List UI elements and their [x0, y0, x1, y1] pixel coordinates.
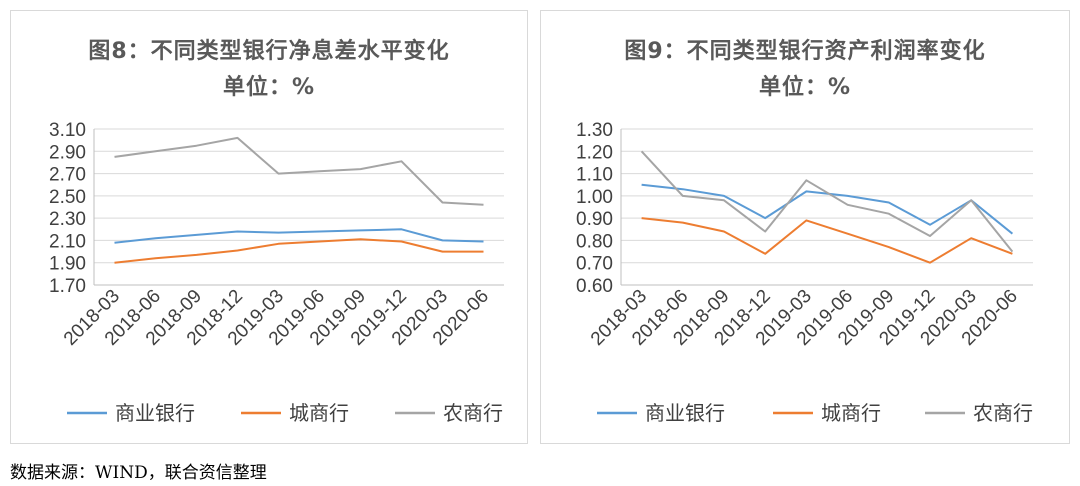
- y-tick-label: 0.70: [576, 254, 613, 275]
- chart-return-on-assets: 1.301.201.101.000.900.800.700.602018-032…: [576, 120, 1033, 425]
- series-line-2: [114, 136, 484, 206]
- legend-label: 农商行: [443, 401, 503, 425]
- chart-subtitle: 单位：%: [222, 75, 316, 100]
- y-tick-label: 2.70: [49, 165, 86, 186]
- series-line-1: [641, 217, 1013, 264]
- legend-label: 城商行: [821, 401, 881, 425]
- series-line-2: [640, 150, 1014, 253]
- chart-panel-net-interest-margin: 图8：不同类型银行净息差水平变化 单位：% 3.10 2.90 2.70 2.50 2.…: [10, 10, 528, 444]
- series-line-1: [114, 238, 484, 264]
- y-tick-label: 2.90: [49, 142, 86, 163]
- y-tick-label: 1.20: [576, 142, 613, 163]
- legend-label: 农商行: [973, 401, 1033, 425]
- y-tick-label: 0.80: [576, 231, 613, 252]
- y-tick-label: 1.10: [576, 165, 613, 186]
- y-tick-label: 1.30: [576, 120, 613, 141]
- chart-subtitle: 单位：%: [758, 75, 852, 100]
- chart-title: 图8：不同类型银行净息差水平变化: [88, 39, 450, 64]
- y-tick-label: 2.30: [49, 209, 86, 230]
- y-tick-label: 2.50: [49, 187, 86, 208]
- y-tick-label: 1.90: [49, 254, 86, 275]
- legend-label: 商业银行: [645, 401, 725, 425]
- chart-net-interest-margin: 3.102.902.702.502.302.101.901.702018-032…: [49, 120, 504, 425]
- chart-panel-roa: 图9：不同类型银行资产利润率变化 单位：% 1.30 1.20 1.10 1.00 0.…: [540, 10, 1070, 444]
- legend-label: 城商行: [289, 401, 349, 425]
- legend-label: 商业银行: [115, 401, 195, 425]
- y-tick-label: 0.90: [576, 209, 613, 230]
- series-line-0: [114, 228, 484, 244]
- y-tick-label: 2.10: [49, 231, 86, 252]
- chart-title: 图9：不同类型银行资产利润率变化: [624, 39, 986, 64]
- y-tick-label: 3.10: [49, 120, 86, 141]
- y-tick-label: 0.60: [576, 276, 613, 297]
- y-tick-label: 1.00: [576, 187, 613, 208]
- source-note: 数据来源：WIND，联合资信整理: [10, 463, 267, 483]
- y-tick-label: 1.70: [49, 276, 86, 297]
